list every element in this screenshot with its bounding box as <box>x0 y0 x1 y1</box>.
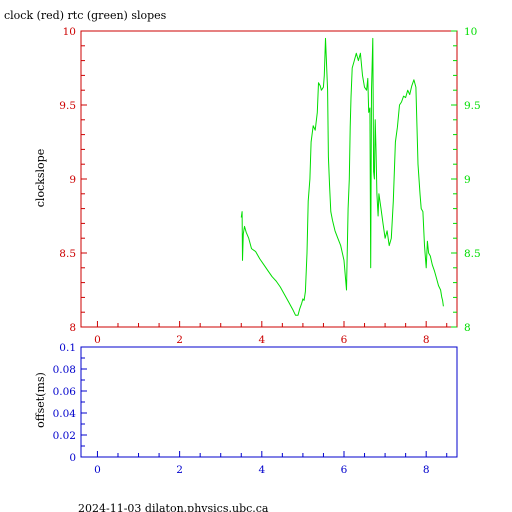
top-plot: 8 8.5 9 9.5 10 8 8.5 9 9.5 10 0 2 4 6 8 clockslope <box>34 26 481 346</box>
bottom-x-tick-label: 8 <box>423 464 430 476</box>
top-right-y-tick-label: 10 <box>464 26 477 38</box>
top-x-tick-label: 4 <box>258 334 265 346</box>
top-y-axis-label: clockslope <box>34 149 47 207</box>
bottom-x-tick-label: 2 <box>176 464 183 476</box>
top-left-y-tick-label: 8.5 <box>59 248 76 260</box>
footer-text: 2024-11-03 dilaton.physics.ubc.ca <box>78 502 269 512</box>
top-x-tick-label: 2 <box>176 334 183 346</box>
bottom-x-tick-label: 0 <box>94 464 101 476</box>
bottom-x-tick-label: 6 <box>341 464 348 476</box>
bottom-left-y-tick-label: 0.02 <box>53 430 76 442</box>
bottom-plot: 0 0.02 0.04 0.06 0.08 0.1 0 2 4 6 8 offset(ms) <box>34 342 458 476</box>
top-left-y-tick-label: 10 <box>63 26 76 38</box>
bottom-plot-frame <box>80 346 458 458</box>
top-x-tick-label: 8 <box>423 334 430 346</box>
bottom-left-y-tick-label: 0.06 <box>53 386 77 398</box>
chart-title: clock (red) rtc (green) slopes <box>4 9 167 22</box>
top-right-y-tick-label: 9 <box>464 174 471 186</box>
top-left-y-tick-label: 8 <box>69 322 76 334</box>
top-left-y-tick-label: 9.5 <box>59 100 76 112</box>
top-x-tick-label: 0 <box>94 334 101 346</box>
bottom-left-y-tick-label: 0.08 <box>53 364 76 376</box>
bottom-left-y-tick-label: 0.04 <box>53 408 77 420</box>
top-left-y-tick-label: 9 <box>69 174 76 186</box>
bottom-left-y-tick-label: 0.1 <box>59 342 76 354</box>
top-plot-frame <box>80 30 458 328</box>
bottom-x-tick-label: 4 <box>258 464 265 476</box>
top-right-y-tick-label: 9.5 <box>464 100 481 112</box>
top-x-tick-label: 6 <box>341 334 348 346</box>
top-right-y-tick-label: 8 <box>464 322 471 334</box>
bottom-left-y-tick-label: 0 <box>69 452 76 464</box>
bottom-y-axis-label: offset(ms) <box>34 372 47 428</box>
rtc-slope-series-line <box>240 37 444 316</box>
top-right-y-tick-label: 8.5 <box>464 248 481 260</box>
